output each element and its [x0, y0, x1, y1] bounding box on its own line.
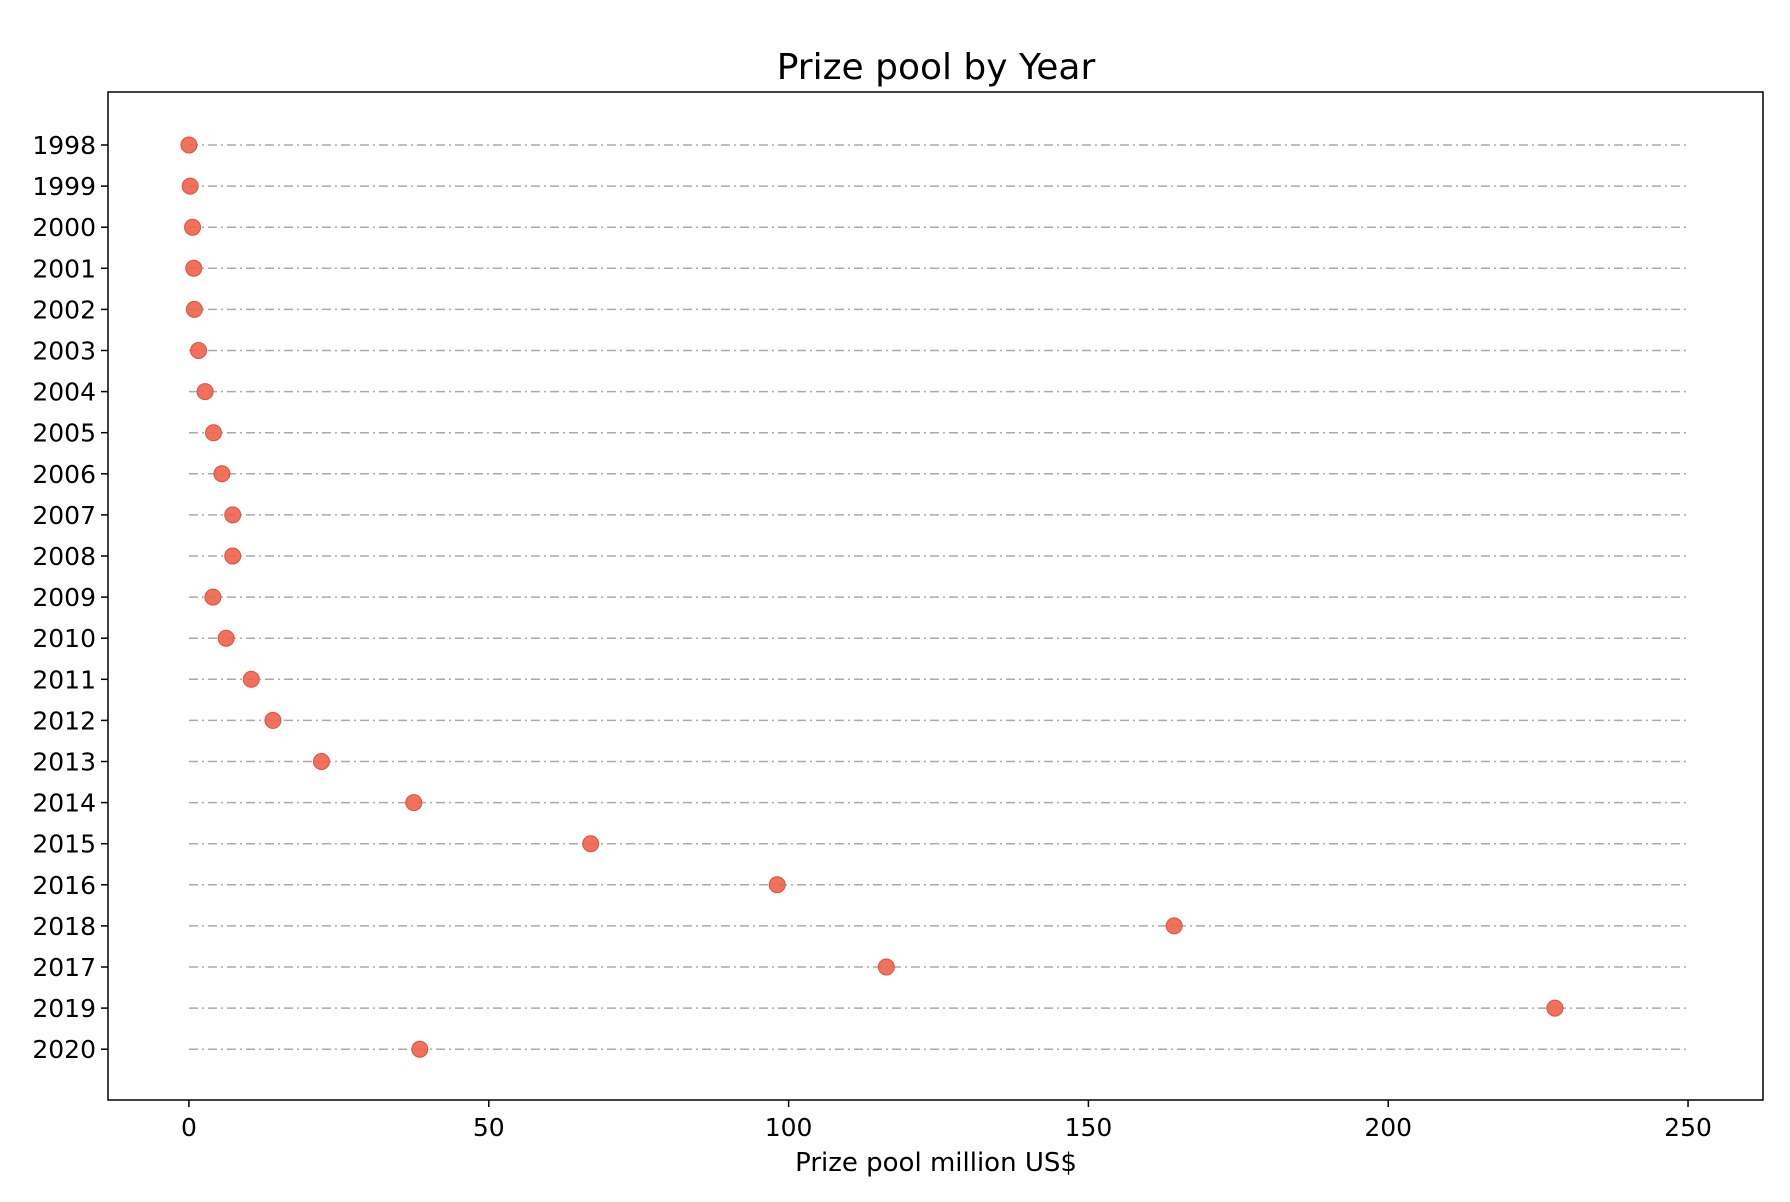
y-tick-label: 2019 [32, 994, 96, 1023]
data-point [264, 711, 282, 729]
y-tick-label: 2005 [32, 419, 96, 448]
data-point [196, 383, 214, 401]
y-axis-ticks: 1998 1999 2000 2001 2002 2003 2004 2005 2006 2007… [32, 131, 108, 1064]
x-tick-label: 150 [1065, 1113, 1113, 1142]
y-tick-label: 1998 [32, 131, 96, 160]
x-tick-label: 50 [473, 1113, 505, 1142]
y-tick-label: 2016 [32, 871, 96, 900]
data-point [205, 424, 223, 442]
data-point [768, 876, 786, 894]
data-points [180, 136, 1564, 1058]
y-tick-label: 2018 [32, 912, 96, 941]
y-tick-label: 2000 [32, 213, 96, 242]
y-tick-label: 2002 [32, 295, 96, 324]
data-point [877, 958, 895, 976]
data-point [1546, 999, 1564, 1017]
x-tick-label: 0 [181, 1113, 197, 1142]
x-tick-label: 100 [765, 1113, 813, 1142]
y-tick-label: 2013 [32, 748, 96, 777]
y-tick-label: 2009 [32, 583, 96, 612]
y-tick-label: 2004 [32, 378, 96, 407]
data-point [185, 300, 203, 318]
data-point [217, 629, 235, 647]
data-point [190, 342, 208, 359]
y-tick-label: 2003 [32, 337, 96, 366]
x-tick-label: 250 [1664, 1113, 1712, 1142]
data-point [411, 1040, 429, 1058]
data-point [582, 835, 600, 853]
plot-frame [107, 91, 1764, 1101]
data-point [242, 670, 260, 688]
data-point [180, 136, 198, 154]
y-tick-label: 2020 [32, 1035, 96, 1064]
data-point [405, 794, 423, 812]
y-tick-label: 2001 [32, 254, 96, 283]
y-tick-label: 2008 [32, 542, 96, 571]
y-tick-label: 2017 [32, 953, 96, 982]
data-point [181, 177, 199, 195]
data-point [224, 547, 242, 565]
data-point [224, 506, 242, 524]
y-tick-label: 2015 [32, 830, 96, 859]
y-tick-label: 2011 [32, 665, 96, 694]
x-axis-ticks: 0 50 100 150 200 250 [181, 1100, 1712, 1142]
y-tick-label: 1999 [32, 172, 96, 201]
x-axis-label: Prize pool million US$ [795, 1148, 1077, 1178]
y-tick-label: 2006 [32, 460, 96, 489]
y-tick-label: 2012 [32, 706, 96, 735]
data-point [213, 465, 231, 483]
data-point [184, 218, 202, 236]
guide-lines [188, 144, 1689, 1050]
x-tick-label: 200 [1364, 1113, 1412, 1142]
chart-title: Prize pool by Year [777, 47, 1096, 88]
y-tick-label: 2007 [32, 501, 96, 530]
y-tick-label: 2014 [32, 789, 96, 818]
data-point [312, 753, 330, 770]
data-point [1165, 917, 1183, 935]
data-point [204, 588, 222, 606]
data-point [185, 259, 203, 277]
y-tick-label: 2010 [32, 624, 96, 653]
